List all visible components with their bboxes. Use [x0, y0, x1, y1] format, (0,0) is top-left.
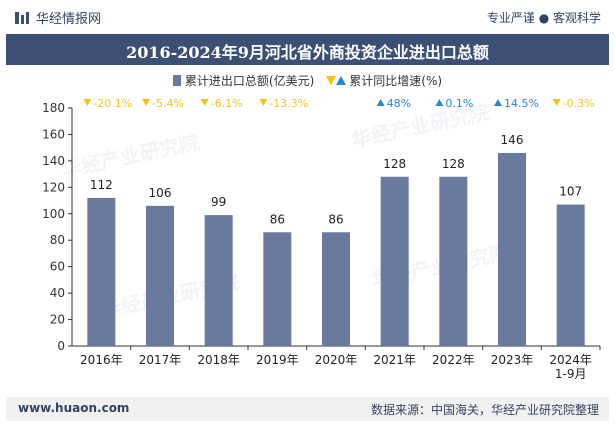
x-tick-label: 2022年 — [432, 353, 475, 367]
bar[interactable] — [322, 232, 350, 346]
legend-label-growth: 累计同比增速(%) — [349, 74, 443, 88]
down-triangle-icon — [552, 99, 561, 106]
y-tick-label: 40 — [50, 286, 65, 300]
top-bar: 华经情报网 专业严谨 ● 客观科学 — [0, 0, 615, 34]
y-tick-label: 20 — [50, 313, 65, 327]
up-triangle-icon — [435, 99, 444, 106]
x-tick-label: 2024年 — [549, 353, 592, 367]
bar-value-label: 106 — [149, 186, 172, 200]
y-tick-label: 140 — [42, 154, 65, 168]
legend-label-total: 累计进出口总额(亿美元) — [184, 74, 315, 88]
growth-label: 48% — [387, 97, 411, 110]
x-tick-label: 1-9月 — [555, 367, 587, 381]
legend-swatch-bar — [172, 75, 181, 86]
bar-value-label: 128 — [442, 157, 465, 171]
down-triangle-icon — [142, 99, 150, 106]
x-tick-label: 2016年 — [80, 353, 123, 367]
growth-label: -13.3% — [269, 97, 308, 110]
legend-item-total[interactable]: 累计进出口总额(亿美元) — [172, 72, 315, 89]
bar[interactable] — [87, 197, 116, 346]
bar[interactable] — [556, 204, 585, 346]
bar-value-label: 86 — [328, 212, 343, 226]
brand-name: 华经情报网 — [36, 12, 102, 27]
growth-label: 0.1% — [445, 97, 473, 110]
y-tick-label: 100 — [42, 207, 65, 221]
chart-title: 2016-2024年9月河北省外商投资企业进出口总额 — [126, 43, 489, 62]
slogan: 专业严谨 ● 客观科学 — [486, 11, 601, 25]
y-tick-label: 120 — [42, 180, 65, 194]
y-tick-label: 160 — [42, 127, 65, 141]
x-tick-label: 2021年 — [373, 353, 416, 367]
brand[interactable]: 华经情报网 — [14, 8, 101, 27]
bar[interactable] — [204, 215, 233, 346]
bar[interactable] — [380, 176, 409, 346]
bar-value-label: 112 — [90, 178, 113, 192]
x-tick-label: 2019年 — [256, 353, 299, 367]
footer-url[interactable]: www.huaon.com — [18, 401, 130, 415]
growth-label: -5.4% — [152, 97, 184, 110]
growth-label: 14.5% — [504, 97, 539, 110]
bar[interactable] — [498, 152, 526, 346]
down-triangle-icon — [259, 99, 268, 106]
legend: 累计进出口总额(亿美元) 累计同比增速(%) — [0, 72, 615, 89]
x-tick-label: 2018年 — [197, 353, 240, 367]
bar-value-label: 107 — [559, 185, 582, 199]
bar-value-label: 86 — [270, 212, 285, 226]
brand-logo-icon — [15, 11, 29, 24]
up-triangle-icon — [336, 76, 347, 85]
x-tick-label: 2023年 — [491, 353, 534, 367]
down-triangle-icon — [200, 99, 209, 106]
down-triangle-icon — [326, 76, 337, 85]
y-tick-label: 0 — [57, 339, 65, 353]
up-triangle-icon — [494, 99, 502, 106]
y-tick-label: 180 — [42, 101, 65, 115]
x-tick-label: 2017年 — [139, 353, 182, 367]
growth-label: -0.3% — [563, 97, 595, 110]
title-bar: 2016-2024年9月河北省外商投资企业进出口总额 — [6, 34, 609, 65]
footer-source: 数据来源：中国海关，华经产业研究院整理 — [370, 403, 599, 417]
footer: www.huaon.com 数据来源：中国海关，华经产业研究院整理 — [6, 397, 609, 421]
up-triangle-icon — [376, 99, 385, 106]
bar-value-label: 128 — [383, 157, 406, 171]
bar[interactable] — [439, 176, 468, 346]
bar[interactable] — [146, 205, 174, 346]
x-tick-label: 2020年 — [315, 353, 358, 367]
growth-label: -6.1% — [211, 97, 243, 110]
bar-value-label: 99 — [211, 195, 226, 209]
down-triangle-icon — [83, 99, 92, 106]
bar-value-label: 146 — [501, 133, 524, 147]
growth-label: -20.1% — [93, 97, 132, 110]
y-tick-label: 60 — [50, 260, 65, 274]
legend-item-growth[interactable]: 累计同比增速(%) — [326, 72, 442, 89]
y-tick-label: 80 — [50, 233, 65, 247]
bar[interactable] — [263, 232, 292, 346]
